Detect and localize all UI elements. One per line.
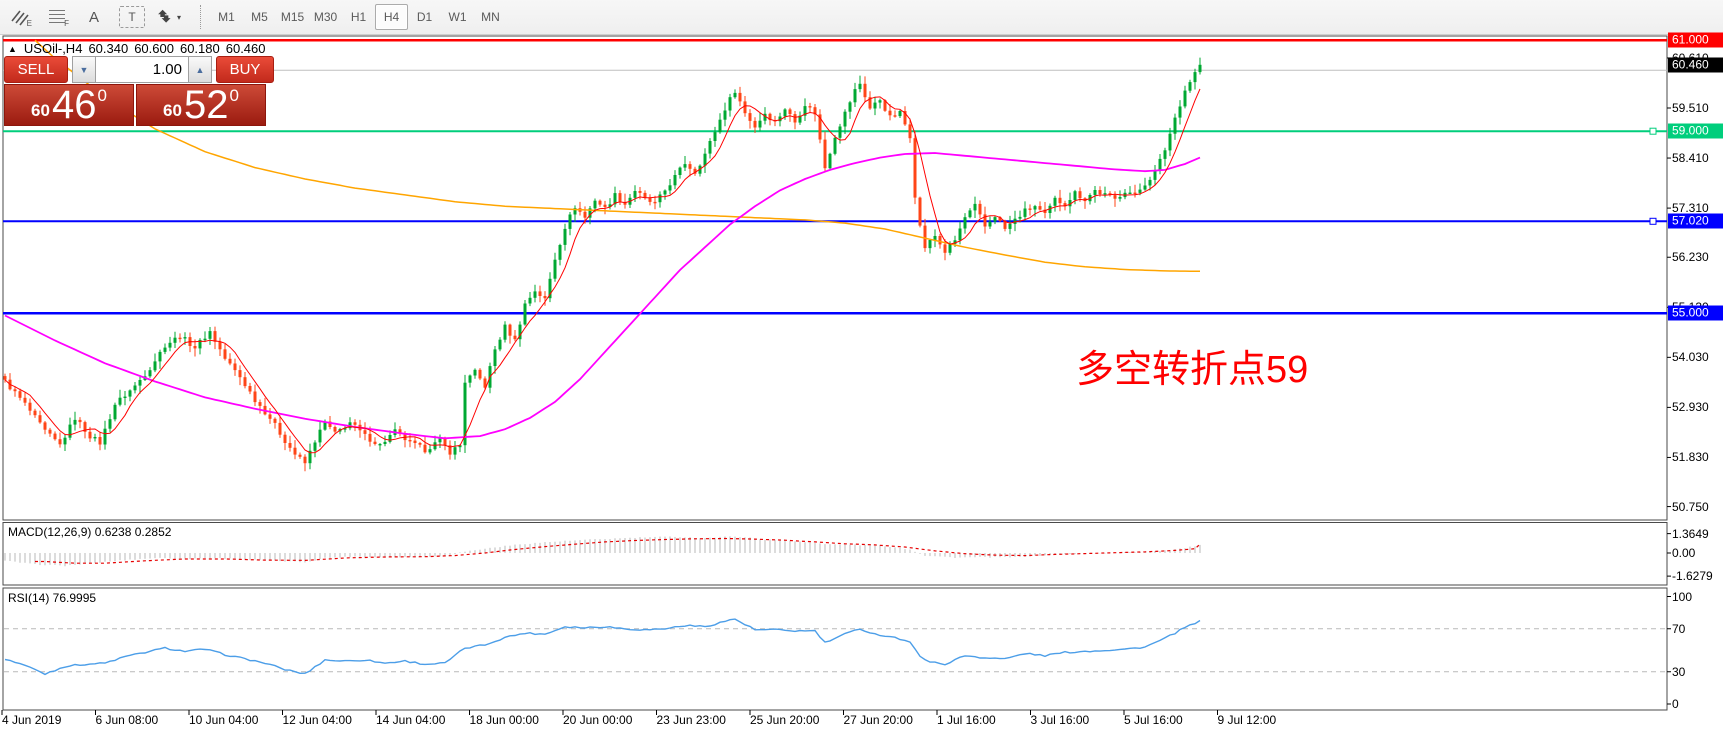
macd-tick-label: 0.00 (1672, 546, 1696, 560)
time-tick-label: 12 Jun 04:00 (282, 713, 352, 727)
timeframe-group: M1 M5 M15 M30 H1 H4 D1 W1 MN (210, 4, 507, 30)
axis-ticks (1, 57, 1671, 715)
arrows-objects-icon[interactable]: ▾ (148, 3, 190, 31)
time-tick-label: 3 Jul 16:00 (1030, 713, 1090, 727)
rsi-tick-label: 100 (1672, 589, 1693, 604)
macd-histogram (4, 536, 1201, 567)
sell-price-pips: 46 (51, 83, 97, 128)
dropdown-caret-icon: ▾ (176, 12, 181, 22)
rsi-level-lines (4, 628, 1666, 673)
ohlc-low: 60.180 (179, 41, 220, 56)
chart-title: ▲ USOil-,H4 60.340 60.600 60.180 60.460 (8, 41, 266, 56)
panel-frames (2, 35, 1668, 711)
rsi-tick-label: 70 (1672, 621, 1686, 636)
price-level-badge: 57.020 (1668, 213, 1723, 229)
timeframe-button-M5[interactable]: M5 (251, 10, 268, 24)
timeframe-button-M30[interactable]: M30 (313, 10, 338, 24)
price-tick-label: 54.030 (1672, 350, 1709, 365)
macd-signal-line (35, 537, 1201, 564)
text-label-icon[interactable]: A (88, 8, 99, 26)
sell-button[interactable]: SELL (4, 56, 68, 83)
timeframe-button-M15[interactable]: M15 (280, 10, 305, 24)
price-tick-label: 57.310 (1672, 201, 1709, 216)
price-tick-label: 51.830 (1672, 450, 1709, 465)
rsi-indicator-label: RSI(14) 76.9995 (8, 591, 97, 605)
rsi-tick-label: 0 (1672, 697, 1679, 711)
volume-decrease-button[interactable]: ▼ (72, 56, 96, 83)
toolbar-separator (200, 5, 202, 29)
time-tick-label: 5 Jul 16:00 (1124, 713, 1183, 727)
buy-price-point: 0 (229, 86, 239, 105)
rsi-tick-label: 30 (1672, 664, 1686, 679)
horizontal-level-lines[interactable] (3, 38, 1667, 315)
toolbar: E F A T ▾ M1 M5 M15 M30 H1 H4 D1 W1 MN (0, 0, 1723, 35)
timeframe-button-W1[interactable]: W1 (448, 10, 467, 24)
time-tick-label: 14 Jun 04:00 (376, 713, 446, 727)
fibonacci-grid-icon[interactable]: F (40, 3, 74, 31)
volume-input[interactable] (96, 56, 188, 83)
buy-price-handle: 60 (163, 101, 182, 120)
time-tick-label: 23 Jun 23:00 (656, 713, 726, 727)
symbol-period-label: USOil-,H4 (23, 41, 83, 56)
price-tick-label: 56.230 (1672, 250, 1709, 265)
time-tick-label: 18 Jun 00:00 (469, 713, 539, 727)
time-tick-label: 10 Jun 04:00 (189, 713, 259, 727)
price-level-badge: 55.000 (1668, 305, 1723, 321)
ma-fast-red-line (4, 88, 1201, 454)
sell-price-quote[interactable]: 60 46 0 (4, 84, 134, 126)
buy-price-quote[interactable]: 60 52 0 (136, 84, 266, 126)
timeframe-button-M1[interactable]: M1 (218, 10, 235, 24)
ohlc-high: 60.600 (134, 41, 174, 56)
chart-text-annotation[interactable]: 多空转折点59 (1076, 349, 1309, 391)
price-tick-label: 52.930 (1672, 400, 1709, 415)
timeframe-button-H4[interactable]: H4 (375, 4, 408, 30)
time-tick-label: 1 Jul 16:00 (937, 713, 996, 727)
icon-sub-e: E (26, 19, 32, 28)
price-level-badge: 61.000 (1668, 32, 1723, 48)
text-box-icon[interactable]: T (119, 6, 145, 28)
ohlc-open: 60.340 (88, 41, 129, 56)
price-level-badge: 59.000 (1668, 123, 1723, 139)
price-tick-label: 58.410 (1672, 151, 1709, 166)
time-tick-label: 27 Jun 20:00 (843, 713, 913, 727)
one-click-trade-panel: SELL ▼ ▲ BUY 60 46 0 60 52 0 (4, 56, 274, 126)
time-tick-label: 9 Jul 12:00 (1217, 713, 1277, 727)
macd-tick-label: 1.3649 (1672, 526, 1709, 541)
price-tick-label: 50.750 (1672, 499, 1709, 514)
sell-price-handle: 60 (31, 101, 50, 120)
crosshair-lines-icon[interactable]: E (3, 3, 37, 31)
rsi-line (4, 618, 1201, 676)
price-level-badge: 60.460 (1668, 57, 1723, 73)
time-tick-label: 4 Jun 2019 (2, 713, 62, 727)
timeframe-button-MN[interactable]: MN (481, 10, 500, 24)
volume-increase-button[interactable]: ▲ (188, 56, 212, 83)
buy-price-pips: 52 (183, 83, 229, 128)
time-tick-label: 6 Jun 08:00 (95, 713, 159, 727)
timeframe-button-H1[interactable]: H1 (350, 10, 367, 24)
time-tick-label: 20 Jun 00:00 (563, 713, 633, 727)
buy-button[interactable]: BUY (216, 56, 274, 83)
timeframe-button-D1[interactable]: D1 (416, 10, 433, 24)
icon-sub-f: F (64, 19, 69, 28)
sell-price-point: 0 (97, 86, 107, 105)
time-tick-label: 25 Jun 20:00 (750, 713, 820, 727)
ma-trend-magenta-line (4, 152, 1201, 440)
collapse-panel-icon[interactable]: ▲ (8, 43, 17, 54)
ma-slow-orange-line (34, 39, 1200, 273)
price-tick-label: 59.510 (1672, 101, 1709, 115)
macd-indicator-label: MACD(12,26,9) 0.6238 0.2852 (8, 525, 172, 539)
ohlc-close: 60.460 (225, 41, 266, 56)
macd-tick-label: -1.6279 (1672, 569, 1713, 584)
